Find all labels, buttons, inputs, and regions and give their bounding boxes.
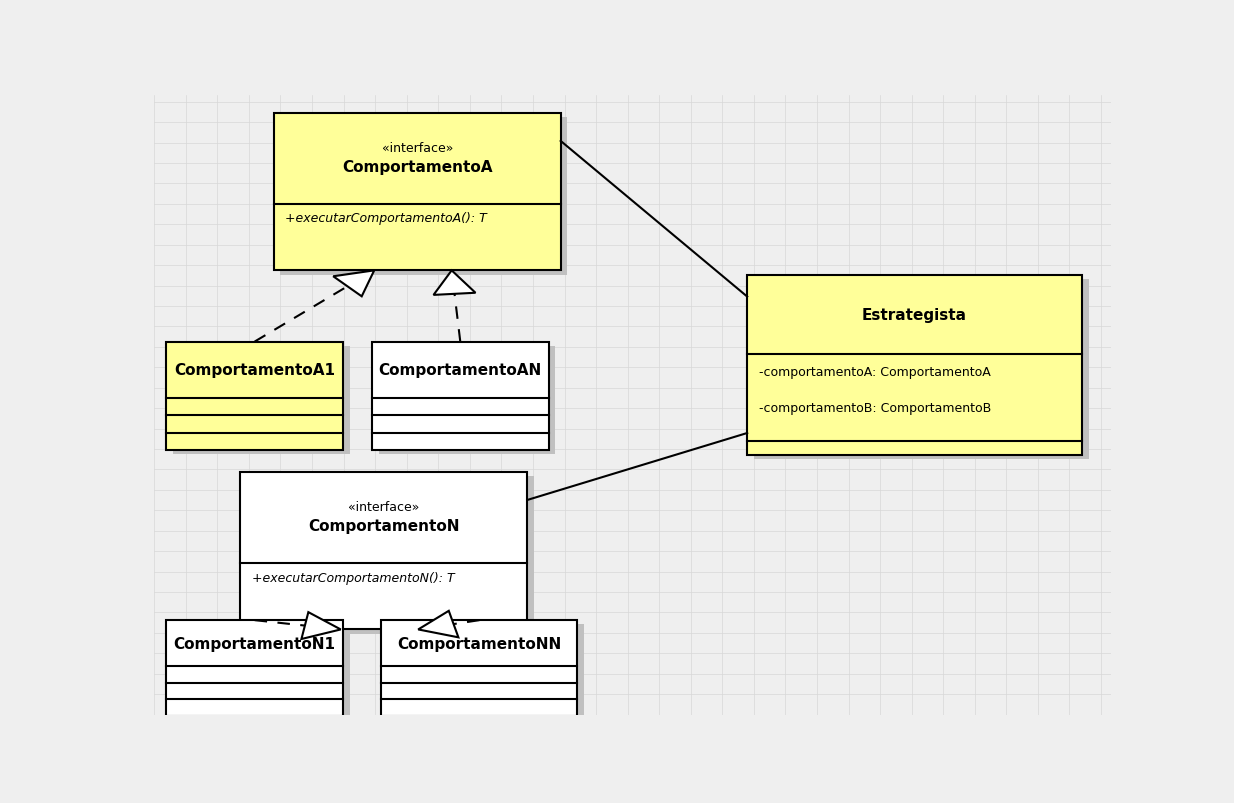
Bar xyxy=(280,118,568,275)
Bar xyxy=(274,113,560,271)
Polygon shape xyxy=(418,611,458,638)
Bar xyxy=(387,625,584,720)
Text: «interface»: «interface» xyxy=(348,500,420,513)
Bar xyxy=(247,476,534,634)
Bar xyxy=(173,346,349,454)
Bar xyxy=(167,342,343,450)
Bar xyxy=(754,280,1088,459)
Bar xyxy=(381,621,578,716)
Bar xyxy=(371,342,549,450)
Polygon shape xyxy=(333,271,374,297)
Bar xyxy=(241,472,527,630)
Text: Estrategista: Estrategista xyxy=(863,308,967,323)
Text: +executarComportamentoA(): T: +executarComportamentoA(): T xyxy=(285,212,487,225)
Text: ComportamentoNN: ComportamentoNN xyxy=(397,636,561,651)
Bar xyxy=(167,621,343,716)
Text: ComportamentoN1: ComportamentoN1 xyxy=(174,636,336,651)
Text: ComportamentoA: ComportamentoA xyxy=(342,160,492,174)
Polygon shape xyxy=(433,271,475,296)
Bar xyxy=(379,346,555,454)
Text: -comportamentoB: ComportamentoB: -comportamentoB: ComportamentoB xyxy=(759,402,991,414)
Polygon shape xyxy=(301,613,341,639)
Text: ComportamentoA1: ComportamentoA1 xyxy=(174,363,336,377)
Text: ComportamentoAN: ComportamentoAN xyxy=(379,363,542,377)
Text: -comportamentoA: ComportamentoA: -comportamentoA: ComportamentoA xyxy=(759,365,991,378)
Bar xyxy=(748,275,1082,455)
Bar xyxy=(173,625,349,720)
Text: ComportamentoN: ComportamentoN xyxy=(308,518,459,533)
Text: «interface»: «interface» xyxy=(381,141,453,154)
Text: +executarComportamentoN(): T: +executarComportamentoN(): T xyxy=(252,571,454,584)
